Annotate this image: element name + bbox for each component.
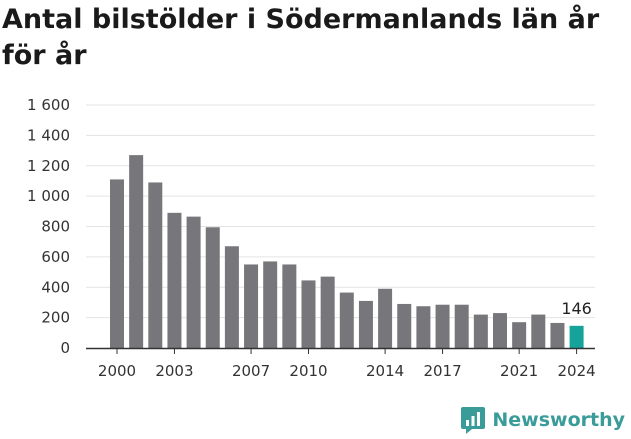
bar-2001 (129, 155, 144, 348)
y-tick-label: 1 200 (27, 157, 70, 175)
bar-2005 (205, 227, 220, 348)
bar-2023 (550, 322, 565, 348)
y-tick-label: 800 (41, 218, 70, 236)
bar-2003 (167, 212, 182, 348)
bar-2024 (569, 325, 584, 348)
x-tick-label: 2024 (558, 362, 596, 380)
bar-2017 (435, 304, 450, 348)
bar-2008 (263, 261, 278, 348)
chart-title: Antal bilstölder i Södermanlands län år … (2, 4, 600, 71)
data-labels: 146 (561, 299, 592, 318)
bar-2020 (493, 313, 507, 348)
y-axis-ticks: 0 200 400 600 800 1 000 1 200 1 400 1 600 (27, 96, 70, 357)
bar-2010 (301, 280, 316, 348)
y-tick-label: 1 400 (27, 126, 70, 144)
bar-2014 (378, 288, 393, 348)
bar-2009 (282, 264, 297, 348)
newsworthy-logo-icon (461, 407, 486, 434)
bar-2018 (454, 304, 469, 348)
grid-lines (86, 104, 595, 319)
bar-2006 (224, 246, 239, 348)
bar-2007 (244, 264, 259, 348)
bar-2000 (110, 179, 124, 348)
y-tick-label: 400 (41, 278, 70, 296)
bar-2002 (148, 182, 163, 348)
bars (110, 155, 584, 348)
x-tick-label: 2014 (366, 362, 404, 380)
bar-2004 (186, 216, 201, 348)
bar-2021 (512, 322, 527, 348)
brand-credit: Newsworthy (460, 405, 625, 435)
x-tick-label: 2000 (98, 362, 136, 380)
brand-name: Newsworthy (492, 409, 625, 431)
bar-2019 (473, 314, 488, 348)
bar-2016 (416, 306, 431, 348)
x-tick-label: 2003 (155, 362, 193, 380)
bar-2013 (358, 300, 373, 348)
x-axis-ticks: 2000 2003 2007 2010 2014 2017 2021 2024 (98, 348, 596, 380)
bar-2011 (320, 276, 335, 348)
y-tick-label: 0 (60, 339, 70, 357)
x-tick-label: 2021 (500, 362, 538, 380)
highlight-value-label: 146 (561, 299, 592, 318)
y-tick-label: 1 600 (27, 96, 70, 114)
x-tick-label: 2017 (423, 362, 461, 380)
y-tick-label: 600 (41, 248, 70, 266)
y-tick-label: 1 000 (27, 187, 70, 205)
y-tick-label: 200 (41, 309, 70, 327)
bar-2022 (531, 314, 546, 348)
bar-2012 (339, 292, 354, 348)
x-tick-label: 2007 (232, 362, 270, 380)
x-tick-label: 2010 (289, 362, 327, 380)
bar-2015 (397, 303, 412, 348)
